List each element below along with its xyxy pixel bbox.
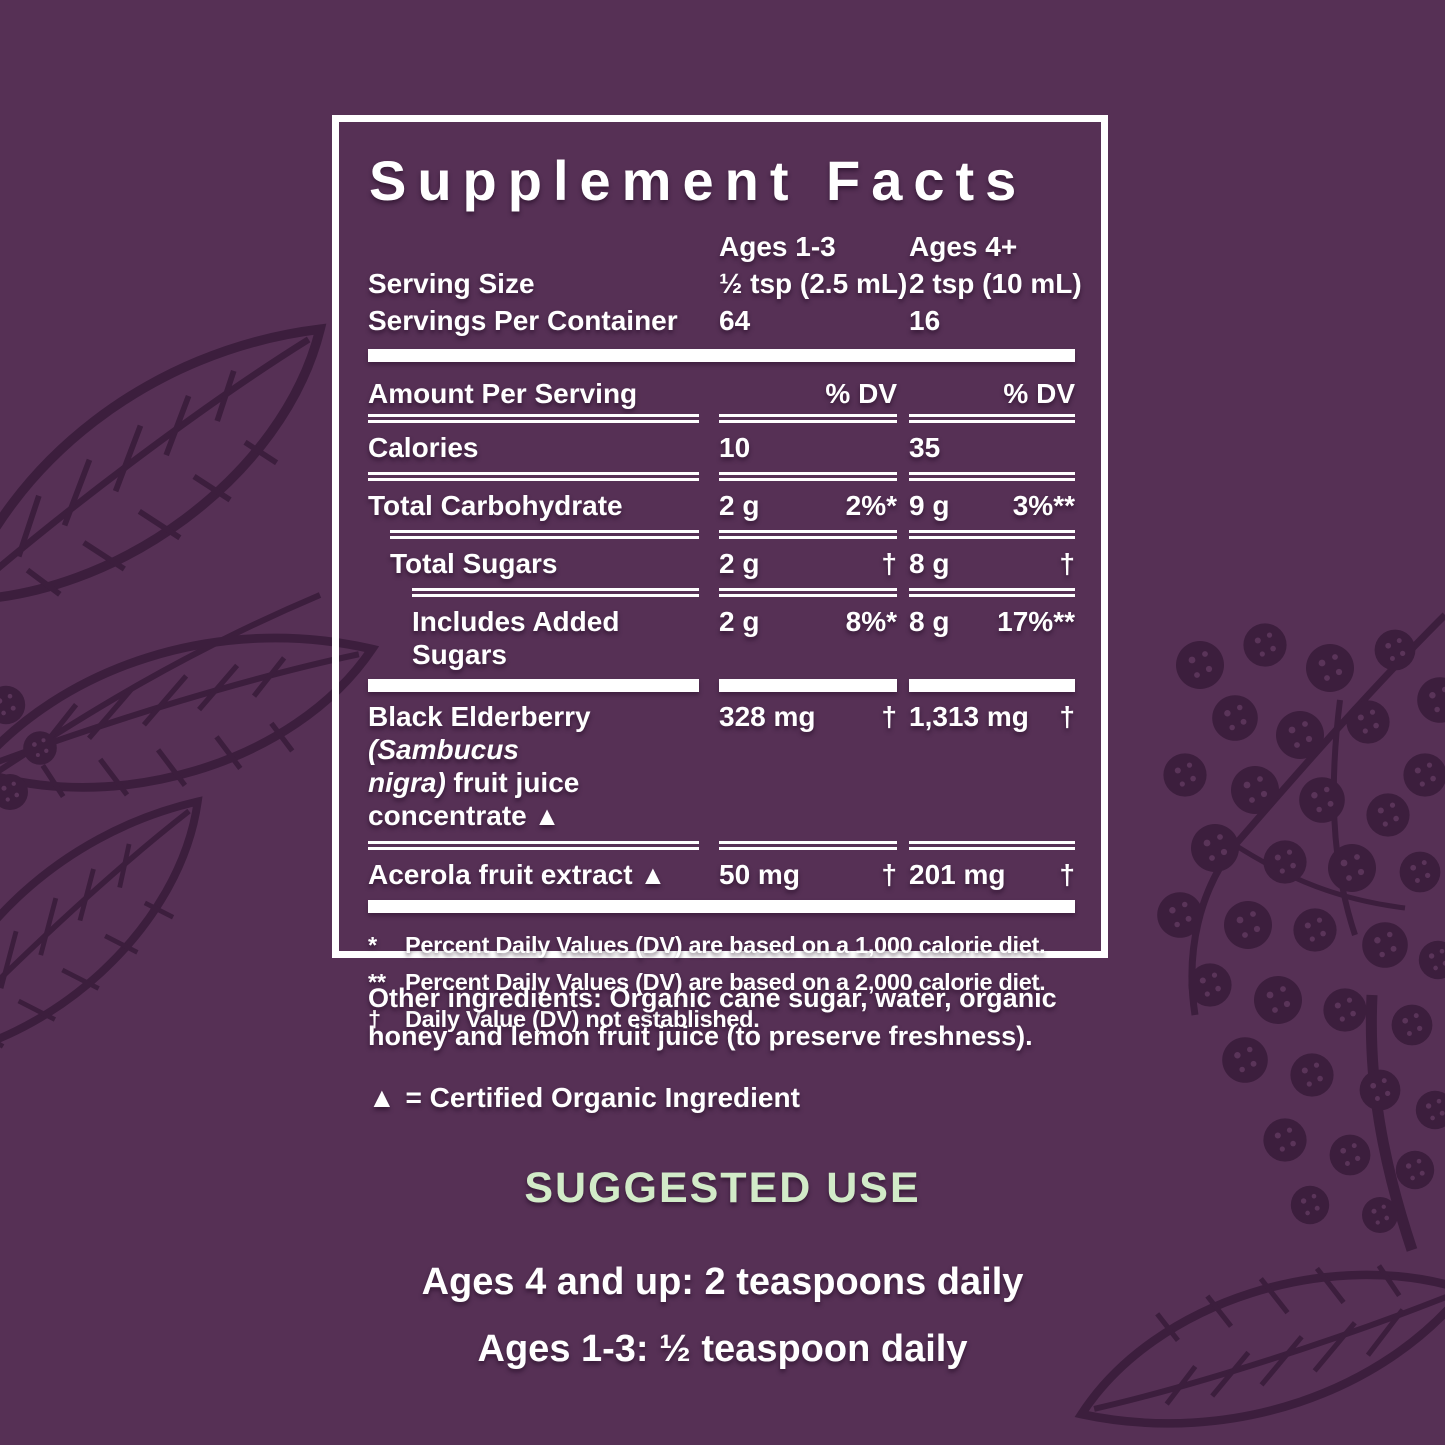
row-total-sugars: Total Sugars 2 g † 8 g † <box>390 548 1075 579</box>
divider-double <box>368 530 1075 539</box>
suggested-use-section: SUGGESTED USE Ages 4 and up: 2 teaspoons… <box>0 1164 1445 1371</box>
berry-cluster-left-edge <box>0 685 57 810</box>
row-total-carbohydrate: Total Carbohydrate 2 g 2%* 9 g 3%** <box>368 490 1075 521</box>
table-header-row: Amount Per Serving % DV % DV <box>368 374 1075 414</box>
row-added-sugars: Includes Added Sugars 2 g 8%* 8 g 17%** <box>412 606 1075 670</box>
serving-size-ages13: ½ tsp (2.5 mL) <box>719 268 908 299</box>
row-black-elderberry: Black Elderberry (Sambucus nigra) fruit j… <box>368 701 1075 831</box>
age-column-headers: Ages 1-3 Ages 4+ <box>368 229 1075 265</box>
suggested-use-ages13: Ages 1-3: ½ teaspoon daily <box>477 1328 968 1370</box>
serving-size-label: Serving Size <box>368 268 535 299</box>
footnotes: * Percent Daily Values (DV) are based on … <box>368 927 1075 1038</box>
other-ingredients-section: Other ingredients: Organic cane sugar, w… <box>368 979 1080 1117</box>
leaf-cluster-left <box>0 327 372 1072</box>
row-acerola: Acerola fruit extract ▲ 50 mg † 201 mg † <box>368 859 1075 890</box>
servings-per-container-ages13: 64 <box>719 305 751 336</box>
berry-cluster-right <box>1157 612 1445 1252</box>
amount-per-serving-label: Amount Per Serving <box>368 378 638 409</box>
footnote-3: † Daily Value (DV) not established. <box>368 1006 760 1032</box>
row-calories: Calories 10 35 <box>368 432 941 463</box>
organic-triangle-icon: ▲ <box>368 1082 396 1113</box>
suggested-use-heading: SUGGESTED USE <box>524 1164 921 1212</box>
serving-size-ages4: 2 tsp (10 mL) <box>909 268 1082 299</box>
servings-per-container-label: Servings Per Container <box>368 305 678 336</box>
divider-double <box>368 588 1075 597</box>
footnote-1: * Percent Daily Values (DV) are based on … <box>368 932 1046 958</box>
divider-thick <box>368 349 1075 362</box>
divider-thick-segmented <box>368 679 1075 692</box>
col-header-ages-1-3: Ages 1-3 <box>719 231 836 262</box>
organic-triangle-icon: ▲ <box>533 801 561 831</box>
divider-thick <box>368 900 1075 913</box>
dv-header-2: % DV <box>1003 378 1075 409</box>
organic-triangle-icon: ▲ <box>639 860 667 890</box>
col-header-ages-4plus: Ages 4+ <box>909 231 1018 262</box>
servings-per-container-row: Servings Per Container 64 16 <box>368 302 1075 339</box>
other-ingredients-text: Other ingredients: Organic cane sugar, w… <box>368 983 1057 1051</box>
divider-double <box>368 472 1075 481</box>
divider-double <box>368 841 1075 850</box>
servings-per-container-ages4: 16 <box>909 305 941 336</box>
supplement-facts-panel: Supplement Facts Ages 1-3 Ages 4+ Servin… <box>332 115 1108 1032</box>
footnote-2: ** Percent Daily Values (DV) are based on… <box>368 969 1046 995</box>
organic-legend: ▲ = Certified Organic Ingredient <box>368 1082 800 1113</box>
serving-size-row: Serving Size ½ tsp (2.5 mL) 2 tsp (10 mL… <box>368 265 1082 302</box>
dv-header-1: % DV <box>825 378 897 409</box>
suggested-use-ages4: Ages 4 and up: 2 teaspoons daily <box>421 1261 1024 1303</box>
divider-double <box>368 414 1075 423</box>
panel-title: Supplement Facts <box>369 149 1028 212</box>
